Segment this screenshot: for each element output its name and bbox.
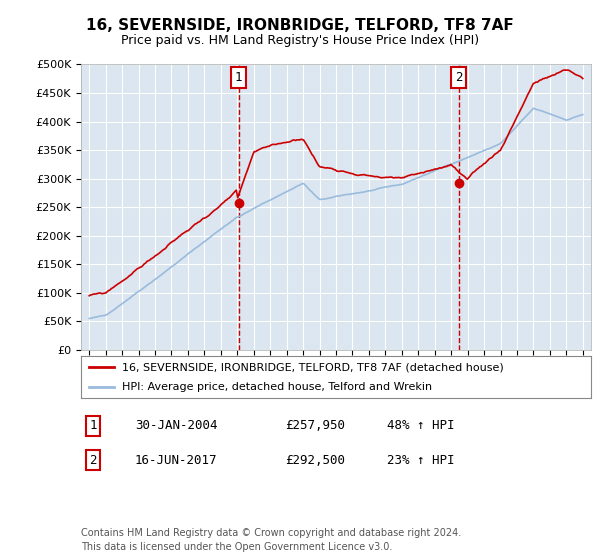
Text: £292,500: £292,500 (285, 454, 345, 467)
Text: 1: 1 (235, 71, 242, 84)
Text: Price paid vs. HM Land Registry's House Price Index (HPI): Price paid vs. HM Land Registry's House … (121, 34, 479, 47)
Text: £257,950: £257,950 (285, 419, 345, 432)
Text: 16-JUN-2017: 16-JUN-2017 (135, 454, 218, 467)
Text: 2: 2 (89, 454, 97, 467)
Text: HPI: Average price, detached house, Telford and Wrekin: HPI: Average price, detached house, Telf… (122, 382, 432, 391)
Text: 23% ↑ HPI: 23% ↑ HPI (387, 454, 455, 467)
Text: 48% ↑ HPI: 48% ↑ HPI (387, 419, 455, 432)
Text: 16, SEVERNSIDE, IRONBRIDGE, TELFORD, TF8 7AF: 16, SEVERNSIDE, IRONBRIDGE, TELFORD, TF8… (86, 18, 514, 32)
Text: 2: 2 (455, 71, 463, 84)
Text: 16, SEVERNSIDE, IRONBRIDGE, TELFORD, TF8 7AF (detached house): 16, SEVERNSIDE, IRONBRIDGE, TELFORD, TF8… (122, 362, 503, 372)
Text: 30-JAN-2004: 30-JAN-2004 (135, 419, 218, 432)
Text: Contains HM Land Registry data © Crown copyright and database right 2024.
This d: Contains HM Land Registry data © Crown c… (81, 529, 461, 552)
Text: 1: 1 (89, 419, 97, 432)
